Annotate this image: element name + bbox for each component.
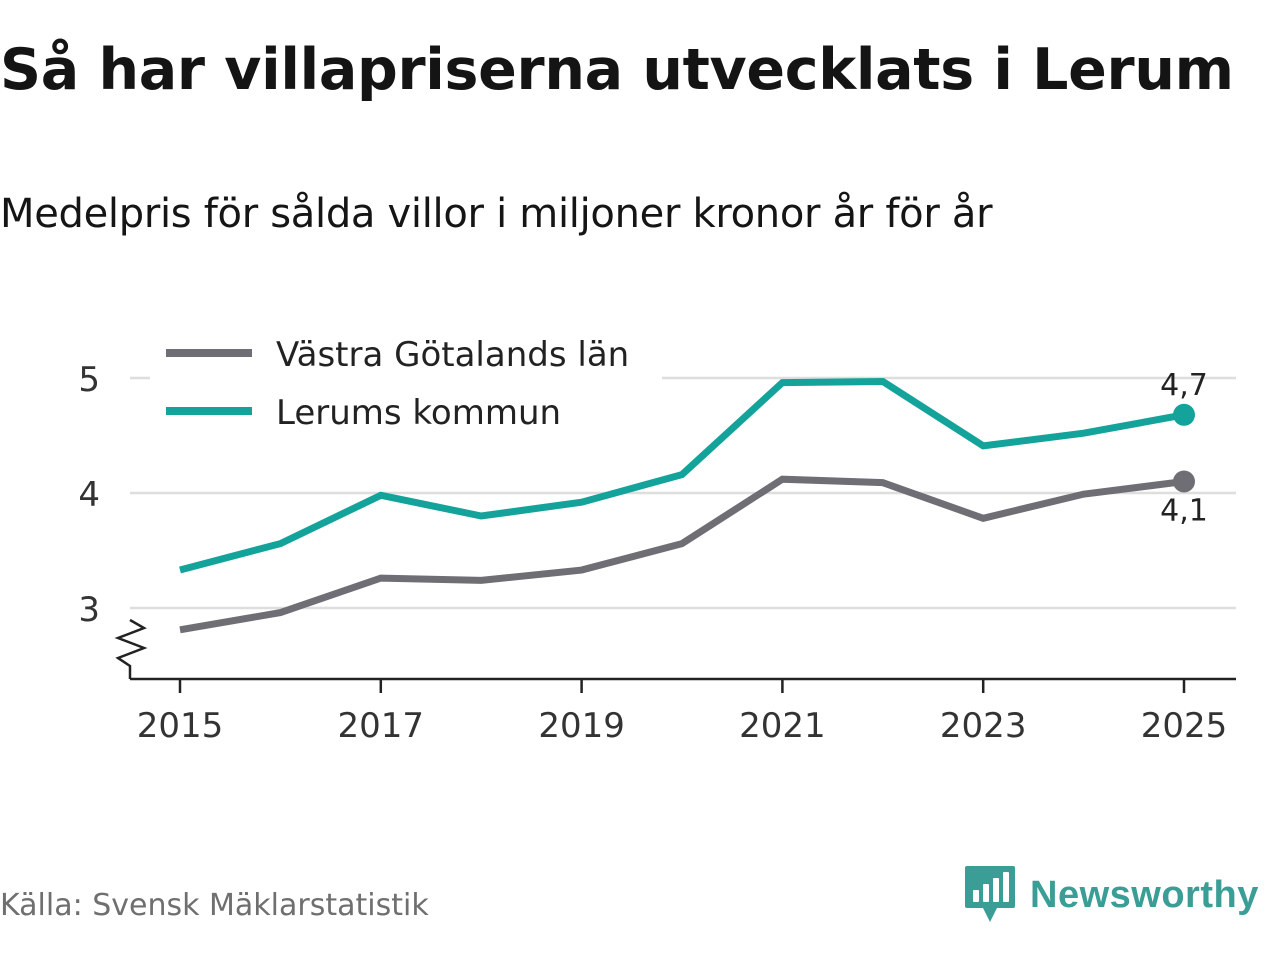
- x-tick-label: 2023: [940, 706, 1027, 746]
- x-tick-label: 2021: [739, 706, 826, 746]
- y-tick-label: 4: [78, 475, 100, 515]
- y-tick-label: 3: [78, 590, 100, 630]
- x-tick-label: 2015: [137, 706, 224, 746]
- series-end-point: [1173, 470, 1195, 493]
- brand-name: Newsworthy: [1030, 873, 1259, 916]
- series-line-lerums-kommun: [179, 377, 1185, 574]
- legend-label: Västra Götalands län: [276, 335, 629, 375]
- series-end-label: 4,1: [1160, 494, 1208, 529]
- x-tick-label: 2025: [1141, 706, 1228, 746]
- series-end-label: 4,7: [1160, 368, 1208, 403]
- chart-subtitle: Medelpris för sålda villor i miljoner kr…: [0, 191, 993, 237]
- series-end-point: [1173, 403, 1195, 426]
- legend-label: Lerums kommun: [276, 393, 561, 433]
- axes: 2015 2017 2019 2021 2023 2025: [114, 618, 1236, 746]
- x-tick-label: 2017: [338, 706, 425, 746]
- chart-title: Så har villapriserna utvecklats i Lerum: [0, 37, 1234, 103]
- y-axis-break-icon: [114, 618, 148, 679]
- legend: Västra Götalands län Lerums kommun: [150, 328, 662, 440]
- y-tick-label: 5: [78, 360, 100, 400]
- x-tick-label: 2019: [538, 706, 625, 746]
- line-chart: 3 4 5 4,1 4,7 2015 2017 2019 2021 2023 2025 Väst…: [78, 328, 1236, 746]
- source-note: Källa: Svensk Mäklarstatistik: [0, 888, 429, 923]
- brand-logo: Newsworthy: [964, 864, 1259, 926]
- series-lines: 4,1 4,7: [179, 368, 1208, 634]
- newsworthy-logo-icon: [965, 866, 1015, 922]
- series-line-västra-götalands-län: [179, 475, 1185, 634]
- legend-background: [150, 328, 662, 440]
